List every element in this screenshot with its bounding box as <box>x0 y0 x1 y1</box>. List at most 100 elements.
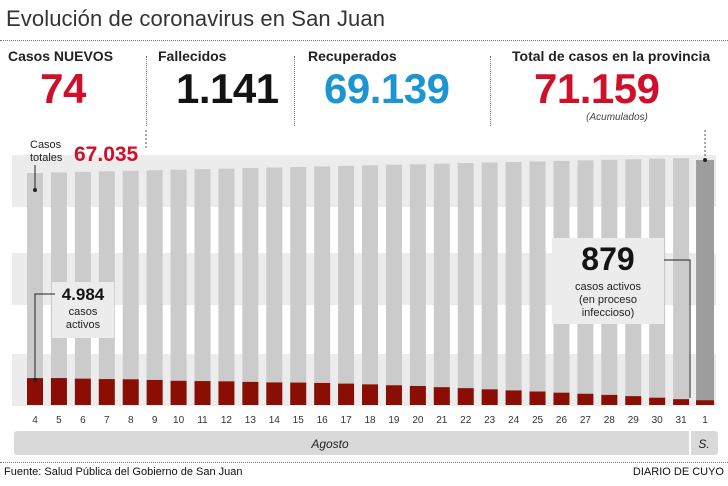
active-cases-bar <box>385 385 402 405</box>
total-cases-bar <box>362 165 379 405</box>
active-cases-bar <box>242 381 259 405</box>
active-cases-bar <box>457 388 474 405</box>
x-tick-label: 18 <box>364 415 376 426</box>
active-cases-bar <box>50 378 67 405</box>
x-tick-label: 22 <box>460 415 472 426</box>
month-label-septiembre: S. <box>698 437 709 451</box>
last-active-value: 879 <box>581 241 634 277</box>
x-tick-label: 21 <box>436 415 448 426</box>
x-tick-label: 15 <box>293 415 305 426</box>
total-cases-bar <box>457 163 474 405</box>
active-cases-bar <box>696 400 715 405</box>
x-tick-label: 17 <box>341 415 353 426</box>
active-cases-bar <box>433 387 450 405</box>
x-tick-label: 25 <box>532 415 544 426</box>
total-annotation-value: 67.035 <box>74 143 139 166</box>
stat-nuevos: Casos NUEVOS 74 <box>8 48 118 112</box>
active-cases-bar <box>505 390 522 405</box>
x-tick-label: 29 <box>628 415 640 426</box>
x-tick-label: 9 <box>152 415 158 426</box>
brand-name: DIARIO DE CUYO <box>632 466 724 478</box>
active-cases-bar <box>529 391 546 405</box>
stat-divider <box>490 56 491 126</box>
last-active-label: casos activos <box>575 281 642 293</box>
footer-divider <box>0 462 728 463</box>
total-cases-bar <box>505 162 522 405</box>
x-tick-label: 6 <box>80 415 86 426</box>
stat-divider <box>146 56 147 126</box>
active-cases-bar <box>98 379 115 405</box>
active-cases-bar <box>577 393 594 405</box>
annotation-dot <box>33 378 37 382</box>
stat-fallecidos-label: Fallecidos <box>158 48 227 64</box>
x-tick-label: 5 <box>56 415 62 426</box>
annotation-dot <box>33 188 37 192</box>
month-label-agosto: Agosto <box>310 437 349 451</box>
active-cases-bar <box>266 382 283 405</box>
active-cases-bar <box>625 396 642 405</box>
total-cases-bar <box>673 158 690 405</box>
annotation-box <box>52 282 114 338</box>
x-tick-label: 26 <box>556 415 568 426</box>
source-note: Fuente: Salud Pública del Gobierno de Sa… <box>4 466 243 478</box>
first-active-label: activos <box>66 319 101 331</box>
x-tick-label: 10 <box>173 415 185 426</box>
active-cases-bar <box>673 399 690 405</box>
first-active-label: casos <box>69 306 98 318</box>
stat-recuperados-label: Recuperados <box>308 48 397 64</box>
stat-divider <box>294 56 295 126</box>
total-cases-bar <box>290 166 307 405</box>
total-cases-bar <box>218 168 235 405</box>
total-cases-bar <box>170 169 187 405</box>
active-cases-bar <box>409 385 426 405</box>
total-cases-bar <box>409 164 426 405</box>
stat-recuperados: Recuperados 69.139 <box>308 48 478 112</box>
stat-fallecidos-value: 1.141 <box>176 65 279 112</box>
stat-nuevos-label: Casos NUEVOS <box>8 48 114 64</box>
x-tick-label: 7 <box>104 415 110 426</box>
annotation-leader <box>664 259 691 398</box>
x-tick-label: 4 <box>32 415 38 426</box>
x-tick-label: 31 <box>676 415 688 426</box>
x-tick-label: 12 <box>221 415 233 426</box>
page-title: Evolución de coronavirus en San Juan <box>6 6 386 31</box>
total-cases-bar <box>122 170 139 405</box>
total-annotation-label: Casos <box>30 139 62 151</box>
active-cases-bar <box>74 378 91 405</box>
x-tick-label: 30 <box>652 415 664 426</box>
stat-total-label: Total de casos en la provincia <box>512 48 711 64</box>
active-cases-bar <box>601 394 618 405</box>
stat-fallecidos: Fallecidos 1.141 <box>158 48 288 112</box>
annotation-leader <box>34 293 55 378</box>
x-tick-label: 20 <box>412 415 424 426</box>
active-cases-bar <box>290 382 307 405</box>
stat-total-value: 71.159 <box>534 65 660 112</box>
active-cases-bar <box>146 379 163 405</box>
total-cases-bar <box>529 161 546 405</box>
active-cases-bar <box>122 379 139 405</box>
active-cases-bar <box>27 378 43 405</box>
x-tick-label: 13 <box>245 415 257 426</box>
x-tick-label: 14 <box>269 415 281 426</box>
x-tick-label: 23 <box>484 415 496 426</box>
x-tick-label: 16 <box>317 415 329 426</box>
last-active-label: infeccioso) <box>582 307 635 319</box>
total-cases-bar <box>433 163 450 405</box>
active-cases-bar <box>218 381 235 405</box>
active-cases-bar <box>338 383 355 405</box>
total-cases-bar <box>385 164 402 405</box>
x-tick-label: 19 <box>388 415 400 426</box>
total-cases-bar <box>481 162 498 405</box>
month-band <box>14 431 718 455</box>
total-cases-bar <box>27 173 43 405</box>
total-cases-bar <box>266 167 283 405</box>
title-divider <box>0 40 728 41</box>
x-tick-label: 28 <box>604 415 616 426</box>
annotation-box <box>552 238 664 324</box>
active-cases-bar <box>362 384 379 405</box>
annotation-dot <box>703 158 708 162</box>
x-tick-label: 11 <box>197 415 208 426</box>
active-cases-bar <box>481 389 498 405</box>
first-active-value: 4.984 <box>62 285 105 304</box>
